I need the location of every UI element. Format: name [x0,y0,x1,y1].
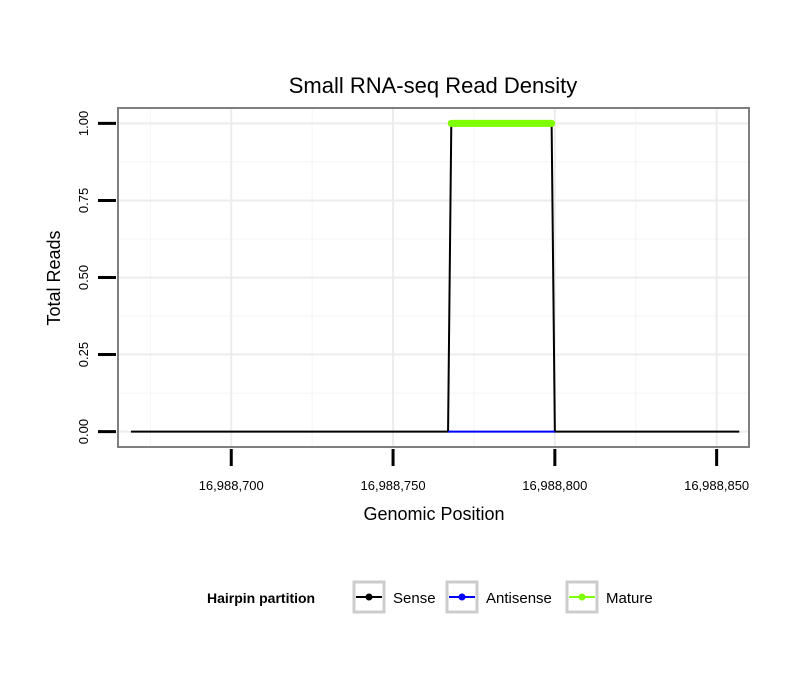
series-layer [130,119,740,433]
legend-key-point [458,593,466,601]
y-tick-label: 0.75 [76,188,91,213]
plot-border [117,107,750,448]
x-tick-label: 16,988,700 [199,478,264,493]
y-tick-label: 1.00 [76,111,91,136]
legend: Hairpin partition Sense Antisense Mature [207,580,653,614]
legend-item-mature: Mature [565,580,653,614]
x-axis: 16,988,700 16,988,750 16,988,800 16,988,850 [199,449,749,493]
y-tick-label: 0.00 [76,419,91,444]
legend-label: Antisense [486,590,552,607]
x-axis-title: Genomic Position [363,504,504,524]
x-tick-label: 16,988,800 [522,478,587,493]
y-axis-title: Total Reads [44,230,64,325]
y-tick-label: 0.25 [76,342,91,367]
legend-label: Sense [393,590,436,607]
x-tick-label: 16,988,750 [361,478,426,493]
legend-title: Hairpin partition [207,590,315,606]
x-tick-label: 16,988,850 [684,478,749,493]
legend-key-point [578,593,586,601]
y-tick-label: 0.50 [76,265,91,290]
legend-key-point [365,593,373,601]
legend-item-antisense: Antisense [445,580,552,614]
y-axis: 0.00 0.25 0.50 0.75 1.00 [76,111,116,444]
legend-item-sense: Sense [352,580,436,614]
data-point-mature [548,119,556,127]
legend-label: Mature [606,590,653,607]
chart-title: Small RNA-seq Read Density [289,73,578,98]
